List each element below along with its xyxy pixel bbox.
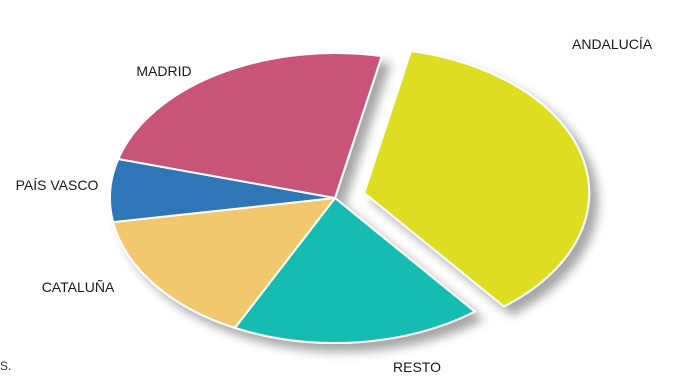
- pie-slice-resto: [233, 197, 476, 344]
- pie-slice-madrid: [117, 52, 383, 199]
- slice-label-madrid: MADRID: [136, 63, 191, 79]
- pie-slice-andalucía: [363, 50, 591, 308]
- slice-label-resto: RESTO: [393, 359, 441, 375]
- slice-label-cataluña: CATALUÑA: [42, 279, 115, 295]
- pie-slice-cataluña: [112, 197, 336, 329]
- pie-slices: [109, 50, 591, 344]
- slice-label-país-vasco: PAÍS VASCO: [16, 177, 99, 193]
- pie-labels: ANDALUCÍA RESTO CATALUÑA PAÍS VASCO MADRID: [16, 36, 653, 375]
- cropped-caption-text: S.: [0, 359, 12, 373]
- slice-label-andalucía: ANDALUCÍA: [572, 36, 653, 52]
